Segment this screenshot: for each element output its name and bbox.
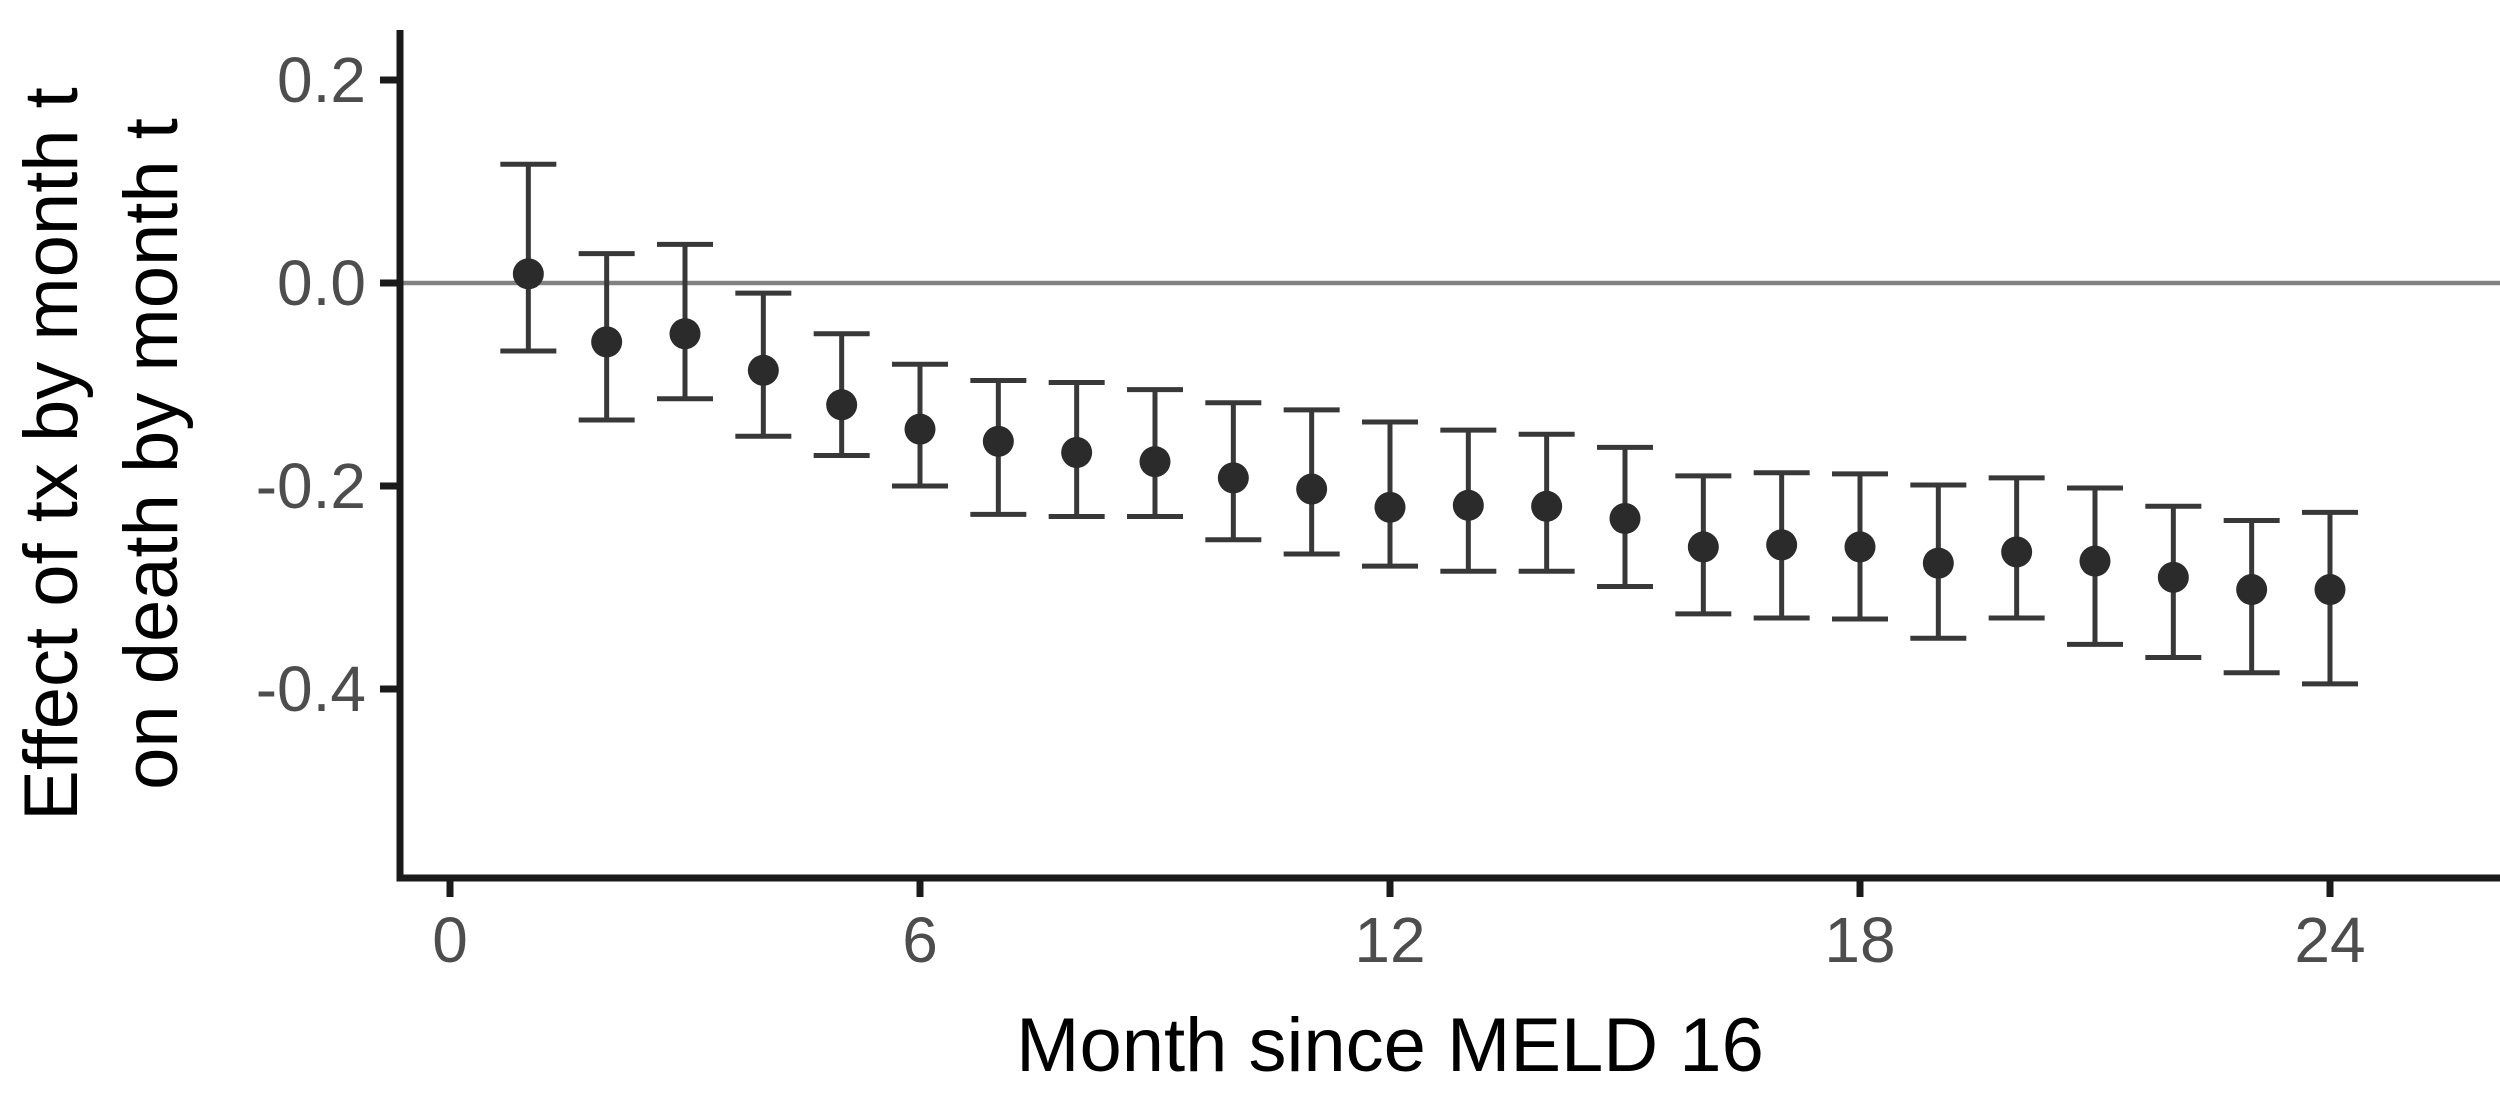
- estimate-point: [1766, 529, 1798, 561]
- x-axis-title: Month since MELD 16: [1016, 1003, 1764, 1088]
- x-tick-label-12: 12: [1354, 904, 1425, 976]
- estimate-point: [1452, 489, 1484, 521]
- pointrange-month-23: [2223, 518, 2280, 676]
- pointrange-month-19: [1910, 482, 1967, 641]
- pointrange-month-4: [735, 290, 792, 439]
- estimate-point: [1139, 446, 1171, 478]
- pointrange-month-9: [1126, 387, 1183, 519]
- pointrange-month-7: [970, 377, 1027, 517]
- estimate-point: [2236, 574, 2268, 606]
- estimate-point: [1374, 491, 1406, 523]
- x-tick-label-24: 24: [2294, 904, 2365, 976]
- y-axis-title-line-1: Effect of tx by month t: [9, 87, 94, 821]
- estimate-point: [2314, 574, 2346, 606]
- estimate-point: [982, 425, 1014, 457]
- pointrange-month-5: [813, 331, 870, 459]
- estimate-point: [747, 354, 779, 386]
- estimate-point: [1217, 462, 1249, 494]
- pointrange-month-3: [656, 241, 713, 402]
- estimate-point: [591, 326, 623, 358]
- estimate-point: [512, 258, 544, 290]
- pointrange-month-16: [1675, 473, 1732, 617]
- y-tick-label--0.4: -0.4: [256, 653, 366, 725]
- pointrange-month-1: [500, 161, 557, 354]
- pointrange-month-15: [1596, 444, 1653, 589]
- y-axis-title: Effect of tx by month t on death by mont…: [2, 0, 202, 1054]
- estimate-point: [826, 389, 858, 421]
- estimate-point: [904, 413, 936, 445]
- y-axis-title-line-2: on death by month t: [109, 118, 194, 790]
- estimate-point: [1609, 502, 1641, 534]
- estimate-point: [2079, 545, 2111, 577]
- pointrange-month-12: [1361, 419, 1418, 569]
- estimate-point: [1531, 490, 1563, 522]
- pointrange-month-13: [1440, 427, 1497, 574]
- pointrange-month-14: [1518, 431, 1575, 574]
- estimate-point: [1687, 531, 1719, 563]
- pointrange-month-24: [2301, 509, 2358, 687]
- estimate-point: [669, 318, 701, 350]
- estimate-point: [1296, 473, 1328, 505]
- pointrange-month-8: [1048, 379, 1105, 519]
- y-tick-label--0.2: -0.2: [256, 450, 366, 522]
- x-tick-label-6: 6: [902, 904, 938, 976]
- pointrange-month-11: [1283, 407, 1340, 557]
- estimate-point: [1061, 437, 1093, 469]
- y-tick-label-0.2: 0.2: [277, 44, 366, 116]
- pointrange-month-20: [1988, 475, 2045, 621]
- pointrange-month-6: [891, 361, 948, 489]
- estimate-point: [1844, 531, 1876, 563]
- pointrange-month-18: [1831, 471, 1888, 622]
- pointrange-month-10: [1205, 400, 1262, 543]
- pointrange-month-22: [2145, 503, 2202, 661]
- estimate-point: [2157, 561, 2189, 593]
- pointrange-month-17: [1753, 470, 1810, 621]
- estimate-point: [2001, 536, 2033, 568]
- x-tick-label-0: 0: [432, 904, 468, 976]
- y-tick-label-0.0: 0.0: [277, 247, 366, 319]
- pointrange-month-2: [578, 251, 635, 423]
- estimate-point: [1922, 547, 1954, 579]
- pointrange-month-21: [2066, 485, 2123, 647]
- x-tick-label-18: 18: [1824, 904, 1895, 976]
